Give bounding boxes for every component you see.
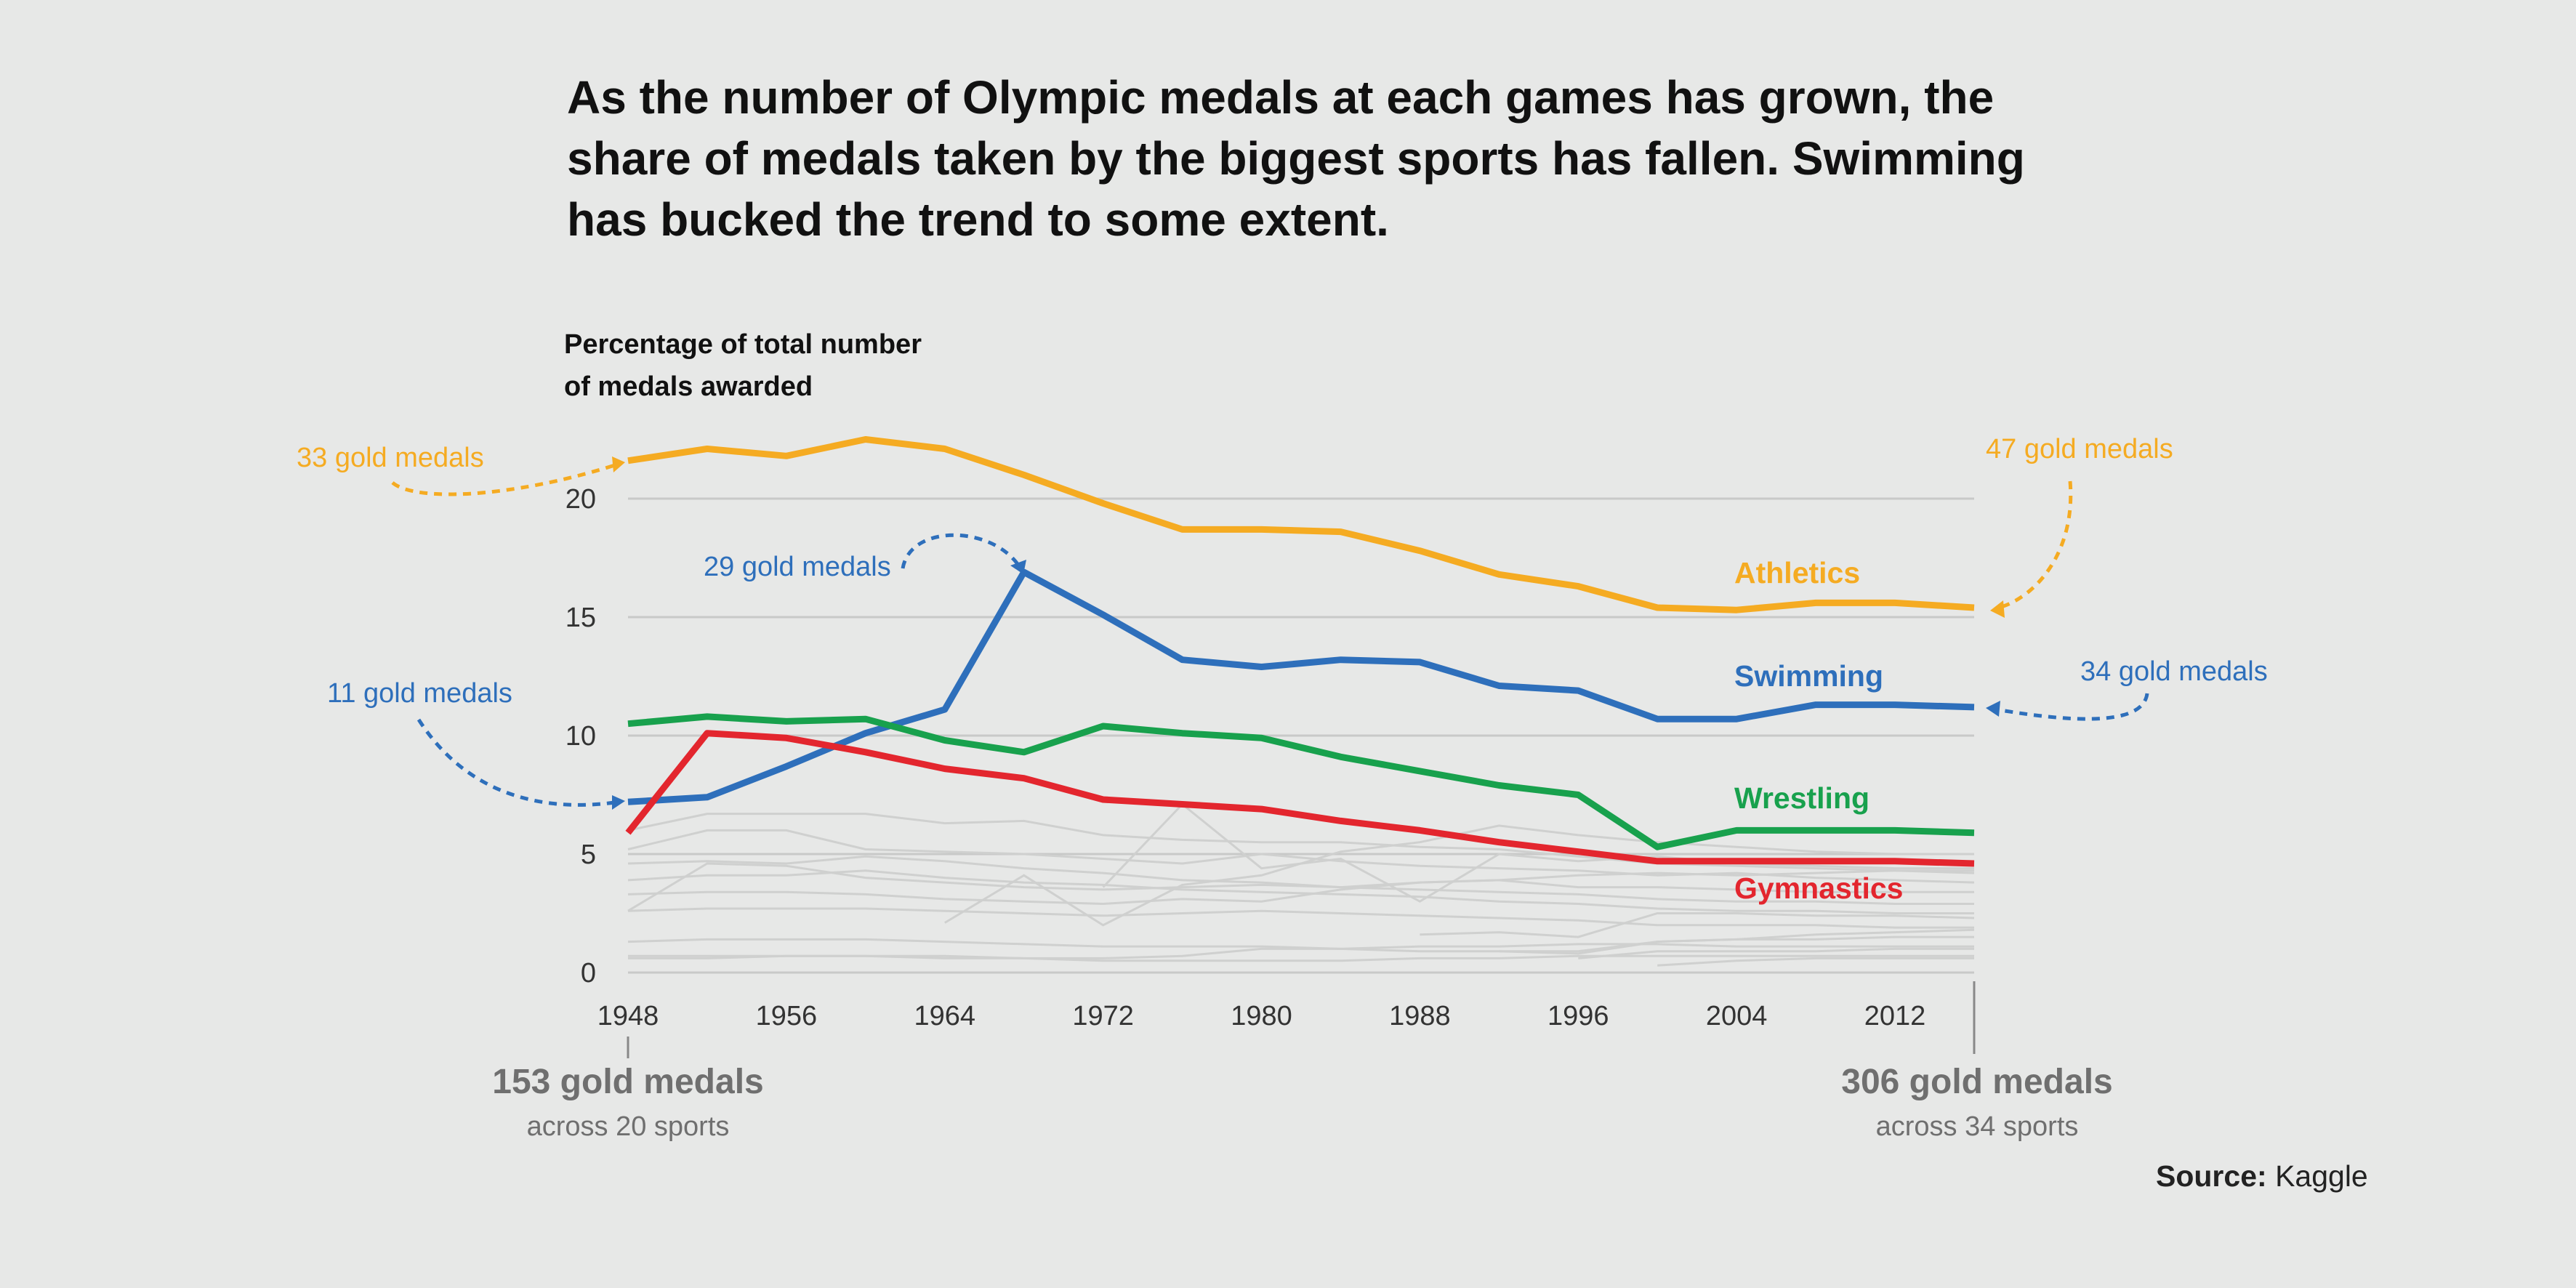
annotation-swimming-peak: 29 gold medals [704,552,891,582]
series-line-athletics [627,436,1975,613]
background-series-line [1499,928,1975,955]
background-series-line [627,855,1974,905]
background-series-line [628,954,1974,962]
x-tick-label: 1964 [914,1001,975,1031]
background-series-line [1420,912,1975,938]
x-tick-label: 1980 [1231,1001,1292,1031]
background-series-line [1578,947,1974,959]
annotation-swimming-start: 11 gold medals [327,678,512,709]
annotation-swimming-end: 34 gold medals [2080,656,2268,687]
source-note: Source: Kaggle [2156,1159,2368,1194]
background-series-line [1657,957,1974,967]
footnote-start-small: across 20 sports [527,1111,730,1142]
series-line-gymnastics [625,730,1975,867]
annotation-arrow-swimming-peak [901,533,1020,569]
x-tick-label: 1988 [1389,1001,1451,1031]
annotation-arrowheads [612,456,2005,810]
x-tick-label: 2012 [1864,1001,1926,1031]
background-series-line [627,869,1974,906]
source-label: Source: [2156,1159,2267,1193]
annotation-arrow-athletics-end [1998,480,2073,610]
arrowhead-swimming-start [612,795,625,810]
y-tick-label: 0 [581,958,596,989]
y-tick-label: 10 [565,721,596,752]
annotation-arrow-swimming-end [1995,693,2149,721]
series-label-wrestling: Wrestling [1734,781,1869,815]
y-tick-label: 5 [581,840,596,870]
x-tick-label: 1972 [1072,1001,1134,1031]
x-tick-label: 1948 [597,1001,659,1031]
arrowhead-athletics-start [612,456,625,472]
background-series-line [627,829,1975,884]
series-line-wrestling [627,713,1975,850]
arrowhead-athletics-end [1990,600,2005,618]
x-tick-label: 2004 [1706,1001,1768,1031]
arrowhead-swimming-end [1986,701,2000,717]
arrowhead-swimming-peak [1010,560,1026,574]
series-label-gymnastics: Gymnastics [1734,872,1903,905]
y-tick-label: 15 [565,603,596,633]
y-axis-title-line-1: Percentage of total number [564,329,922,360]
annotation-athletics-start: 33 gold medals [297,443,484,473]
background-series-line [627,907,1974,929]
series-line-swimming [627,568,1975,805]
y-tick-label: 20 [565,484,596,515]
series-label-swimming: Swimming [1734,659,1883,693]
chart-title: As the number of Olympic medals at each … [567,71,2025,246]
y-axis-title-line-2: of medals awarded [564,371,813,402]
series-label-athletics: Athletics [1734,556,1860,589]
annotation-athletics-end: 47 gold medals [1986,434,2173,464]
source-value: Kaggle [2275,1159,2368,1193]
x-tick-label: 1996 [1547,1001,1609,1031]
footnote-end-small: across 34 sports [1876,1111,2079,1142]
background-series-line [627,862,1974,912]
x-tick-label: 1956 [756,1001,818,1031]
annotation-arrow-swimming-start [416,718,616,807]
footnote-end-big: 306 gold medals [1841,1063,2112,1101]
background-series-line [627,869,1974,914]
background-series-line [1102,802,1974,903]
footnote-start-big: 153 gold medals [492,1063,763,1101]
background-series-line [627,813,1975,874]
